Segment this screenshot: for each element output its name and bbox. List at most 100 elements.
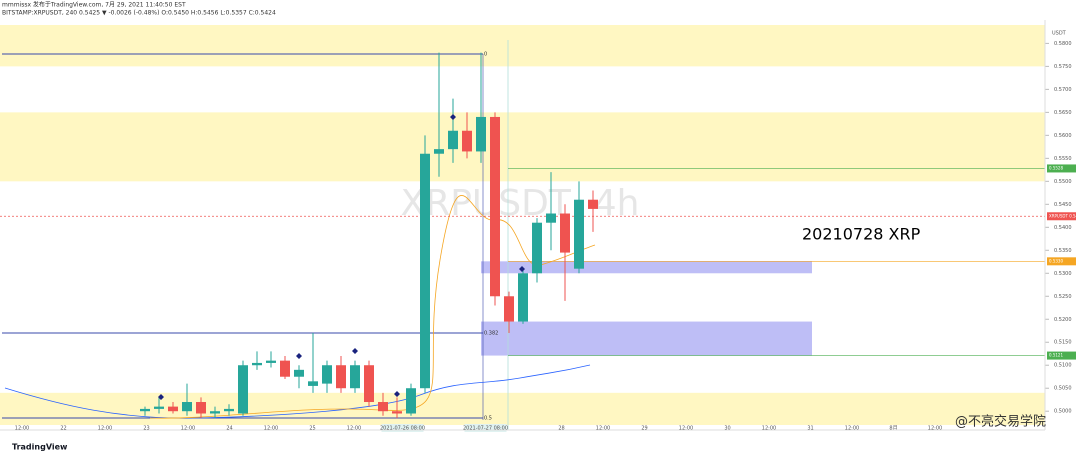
candle-body: [224, 408, 234, 412]
zones: [0, 25, 1045, 425]
zone: [0, 25, 1045, 67]
x-tick-label: 28: [558, 426, 564, 432]
moving-average: [4, 364, 591, 419]
candle-body: [588, 199, 598, 209]
header-line: mmmissx 发布于TradingView.com, 7月 29, 2021 …: [2, 1, 186, 9]
candle-body: [266, 360, 276, 363]
y-tick-label: 0.5500: [1054, 179, 1072, 185]
candle-body: [154, 406, 164, 409]
fib-label: 0.382: [484, 331, 498, 337]
x-tick-label: 12:00: [679, 426, 693, 432]
y-tick-label: 0.5400: [1054, 225, 1072, 231]
x-tick-label: 12:00: [762, 426, 776, 432]
candle-body: [350, 365, 360, 389]
zone-box: [481, 321, 812, 356]
candle-body: [504, 296, 514, 322]
candle-body: [518, 273, 528, 322]
candle-body: [476, 116, 486, 152]
candle-body: [140, 408, 150, 412]
y-tick-label: 0.5150: [1054, 340, 1072, 346]
price-label-bg: [1047, 257, 1076, 266]
x-tick-label: 12:00: [181, 426, 195, 432]
candle-body: [406, 388, 416, 414]
candle-body: [280, 360, 290, 377]
candle-body: [308, 381, 318, 386]
price-label-bg: [1047, 351, 1076, 360]
y-tick-label: 0.5100: [1054, 363, 1072, 369]
credit: @不亮交易学院: [955, 414, 1046, 430]
y-tick-label: 0.5800: [1054, 41, 1072, 47]
candle-body: [392, 411, 402, 414]
fib-label: 0.5: [484, 416, 492, 422]
y-tick-label: 0.5450: [1054, 202, 1072, 208]
y-tick-label: 0.5200: [1054, 317, 1072, 323]
y-tick-label: 0.5000: [1054, 409, 1072, 415]
price-label: 0.5528: [1049, 165, 1063, 170]
candle-body: [210, 411, 220, 414]
candle-body: [560, 213, 570, 253]
y-tick-label: 0.5250: [1054, 294, 1072, 300]
x-tick-label: 2021-07-27 08:00: [463, 426, 508, 432]
y-tick-label: 0.5300: [1054, 271, 1072, 277]
plot: 0.5800 0.5750 0.5700 0.5650 0.5600 0.5550 0.55…: [0, 41, 1080, 432]
x-tick-label: 12:00: [264, 426, 278, 432]
x-label-bg: [381, 424, 424, 432]
price-label: 0.5330: [1049, 258, 1063, 263]
y-tick-label: 0.5700: [1054, 87, 1072, 93]
price-label: 0.5121: [1049, 353, 1063, 358]
x-tick-label: 12:00: [596, 426, 610, 432]
candle-body: [364, 365, 374, 403]
candle-body: [462, 130, 472, 152]
x-tick-label: 12:00: [928, 426, 942, 432]
candle-body: [490, 116, 500, 297]
x-label-bg: [464, 424, 507, 432]
candle-body: [448, 130, 458, 150]
y-tick-label: 0.5750: [1054, 64, 1072, 70]
x-tick-label: 30: [724, 426, 730, 432]
x-tick-label: 2021-07-26 08:00: [380, 426, 425, 432]
candle-body: [336, 365, 346, 389]
y-tick-label: 0.5350: [1054, 248, 1072, 254]
x-tick-label: 31: [807, 426, 813, 432]
candle-body: [378, 402, 388, 412]
zone-box: [481, 261, 812, 274]
currency: USDT: [1052, 31, 1067, 37]
y-tick-label: 0.5600: [1054, 133, 1072, 139]
x-tick-label: 22: [60, 426, 66, 432]
annotation: 20210728 XRP: [802, 225, 921, 244]
price-label: XRPUSDT 0.5424: [1049, 213, 1080, 218]
x-tick-label: 12:00: [15, 426, 29, 432]
price-label-bg: [1047, 164, 1076, 173]
zone: [0, 112, 1045, 182]
x-tick-label: 29: [641, 426, 647, 432]
price-label-bg: [1047, 212, 1076, 221]
x-tick-label: 12:00: [98, 426, 112, 432]
candle-body: [546, 213, 556, 223]
watermark: XRPUSDT, 4h: [401, 183, 640, 224]
x-tick-label: 25: [309, 426, 315, 432]
x-tick-label: 23: [143, 426, 149, 432]
candle-body: [238, 365, 248, 414]
x-tick-label: 12:00: [347, 426, 361, 432]
candle-body: [294, 369, 304, 377]
candle-body: [322, 365, 332, 384]
x-tick-label: 8月: [889, 426, 897, 432]
candle-body: [420, 153, 430, 389]
footer-brand: TradingView: [12, 443, 68, 452]
moving-average: [149, 195, 596, 419]
y-tick-label: 0.5550: [1054, 156, 1072, 162]
y-tick-label: 0.5050: [1054, 386, 1072, 392]
candle-body: [196, 402, 206, 414]
x-tick-label: 12:00: [845, 426, 859, 432]
candle-body: [574, 199, 584, 269]
candle-body: [182, 402, 192, 412]
y-tick-label: 0.5650: [1054, 110, 1072, 116]
header-line: BITSTAMP:XRPUSDT, 240 0.5425 ▼ -0.0026 (…: [2, 10, 276, 17]
fib-label: 0: [484, 52, 487, 58]
candle-body: [168, 406, 178, 412]
candle-body: [532, 222, 542, 274]
candle-body: [434, 149, 444, 154]
x-tick-label: 24: [226, 426, 232, 432]
